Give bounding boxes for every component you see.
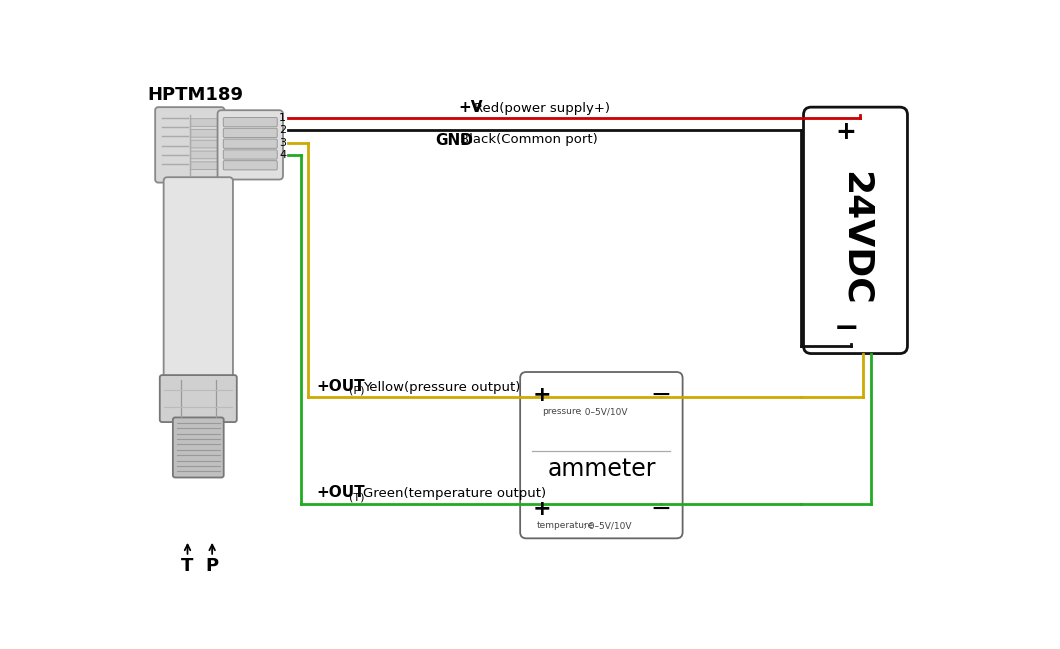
Text: (P): (P) [349,386,365,396]
FancyBboxPatch shape [217,110,283,180]
Text: 2: 2 [279,125,286,135]
FancyBboxPatch shape [173,417,224,478]
Text: Green(temperature output): Green(temperature output) [364,487,546,500]
Text: Yellow(pressure output): Yellow(pressure output) [364,380,520,393]
FancyBboxPatch shape [191,129,217,137]
Text: +: + [835,120,856,144]
Text: +: + [532,385,551,405]
Text: −: − [833,314,859,343]
Text: +OUT: +OUT [316,485,365,500]
FancyBboxPatch shape [191,119,217,127]
Text: 3: 3 [279,138,286,147]
Text: Red(power supply+): Red(power supply+) [474,102,610,115]
Text: +V: +V [459,100,483,115]
Text: 1: 1 [279,113,286,123]
FancyBboxPatch shape [224,161,278,170]
Text: (T): (T) [349,492,365,502]
FancyBboxPatch shape [224,129,278,138]
FancyBboxPatch shape [191,140,217,148]
Text: +: + [532,499,551,519]
FancyBboxPatch shape [191,151,217,159]
Text: Black(Common port): Black(Common port) [460,133,598,146]
FancyBboxPatch shape [163,177,233,393]
Text: −: − [651,383,672,407]
FancyBboxPatch shape [155,107,225,182]
FancyBboxPatch shape [224,150,278,159]
FancyBboxPatch shape [224,139,278,149]
Text: 24VDC: 24VDC [838,171,872,305]
Text: HPTM189: HPTM189 [147,86,244,104]
Text: GND: GND [436,133,474,149]
Text: pressure: pressure [542,408,581,417]
FancyBboxPatch shape [803,107,907,354]
Text: temperature: temperature [537,521,595,530]
FancyBboxPatch shape [160,375,236,422]
Text: ammeter: ammeter [547,457,656,481]
Text: −: − [651,497,672,521]
Text: : 0–5V/10V: : 0–5V/10V [583,521,632,530]
Text: P: P [206,557,218,575]
Text: : 0–5V/10V: : 0–5V/10V [579,408,628,417]
FancyBboxPatch shape [520,372,683,538]
Text: 4: 4 [279,150,286,160]
Text: T: T [181,557,194,575]
FancyBboxPatch shape [224,117,278,127]
FancyBboxPatch shape [191,162,217,169]
Text: +OUT: +OUT [316,378,365,393]
